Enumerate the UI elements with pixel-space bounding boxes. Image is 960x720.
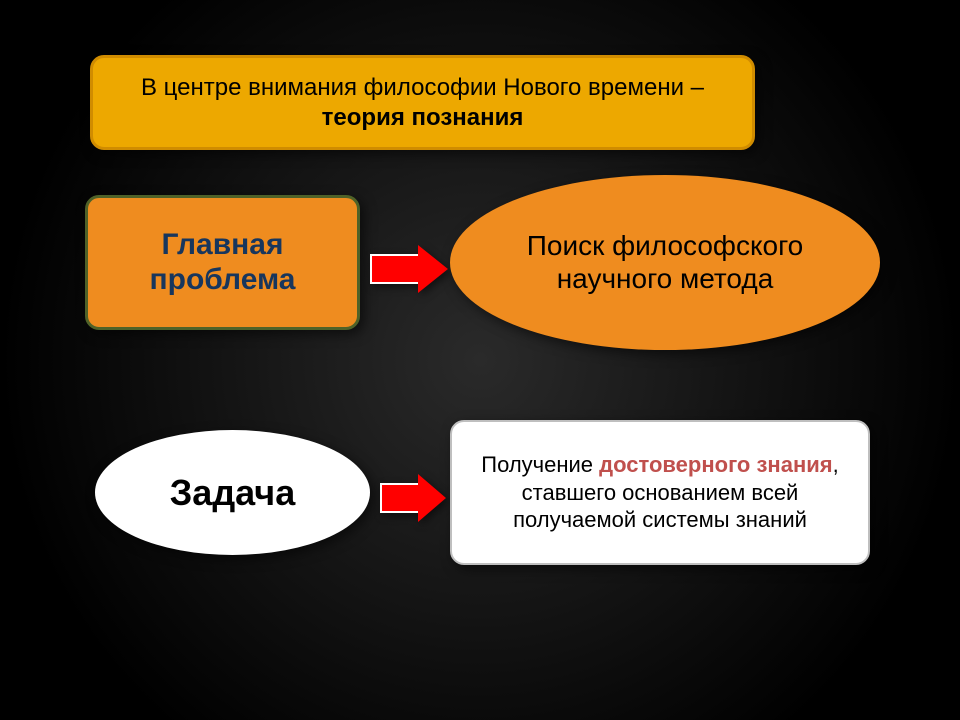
task-label: Задача: [170, 472, 295, 514]
method-text: Поиск философского научного метода: [490, 230, 840, 294]
arrow-problem-to-method: [370, 245, 448, 293]
header-line2: теория познания: [141, 103, 704, 133]
result-box: Получение достоверного знания, ставшего …: [450, 420, 870, 565]
main-problem-box: Главная проблема: [85, 195, 360, 330]
arrow-head-icon: [418, 474, 446, 522]
result-text: Получение достоверного знания, ставшего …: [472, 451, 848, 534]
arrow-shaft: [370, 254, 420, 284]
task-oval: Задача: [95, 430, 370, 555]
arrow-head-icon: [418, 245, 448, 293]
arrow-shaft: [380, 483, 420, 513]
header-card: В центре внимания философии Нового време…: [90, 55, 755, 150]
header-text: В центре внимания философии Нового време…: [141, 73, 704, 133]
main-problem-label: Главная проблема: [98, 228, 347, 297]
result-pre: Получение: [481, 452, 599, 477]
header-line1: В центре внимания философии Нового време…: [141, 73, 704, 103]
method-oval: Поиск философского научного метода: [450, 175, 880, 350]
result-bold: достоверного знания: [599, 452, 832, 477]
arrow-task-to-result: [380, 474, 446, 522]
slide-root: В центре внимания философии Нового време…: [0, 0, 960, 720]
